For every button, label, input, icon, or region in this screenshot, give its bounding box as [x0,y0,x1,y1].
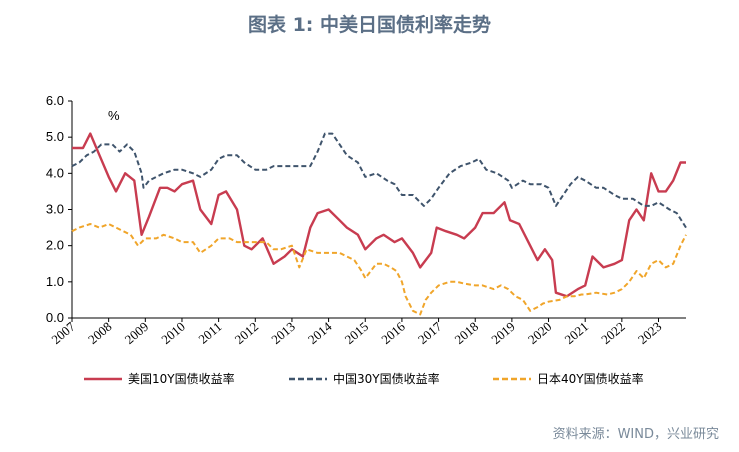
x-tick-label: 2008 [85,319,115,347]
x-tick-label: 2012 [232,319,262,347]
x-tick-label: 2014 [305,318,335,347]
x-tick-label: 2022 [598,319,628,347]
series-line-0 [72,132,686,298]
y-tick-label: 5.0 [46,129,64,144]
x-tick-label: 2019 [488,319,518,347]
y-tick-label: 3.0 [46,202,64,217]
series-line-2 [71,223,687,316]
x-tick-label: 2009 [122,319,152,347]
x-tick-label: 2013 [268,319,298,347]
legend-label-1: 中国30Y国债收益率 [333,371,440,386]
legend-label-0: 美国10Y国债收益率 [128,371,235,386]
legend: 美国10Y国债收益率 中国30Y国债收益率 日本40Y国债收益率 [84,371,644,386]
series-layer [71,132,687,316]
x-tick-label: 2020 [525,319,555,347]
unit-label: % [108,108,120,123]
x-tick-label: 2023 [635,319,665,347]
x-tick-label: 2011 [195,319,224,347]
x-tick-label: 2018 [452,319,482,347]
y-tick-label: 6.0 [46,93,64,108]
x-tick-label: 2015 [342,319,372,347]
y-tick-label: 4.0 [46,165,64,180]
x-tick-label: 2021 [562,319,592,347]
series-line-1 [71,132,687,229]
x-tick-label: 2010 [158,319,188,347]
legend-label-2: 日本40Y国债收益率 [537,371,644,386]
y-tick-label: 2.0 [46,238,64,253]
y-tick-label: 1.0 [46,274,64,289]
x-tick-label: 2016 [378,318,408,347]
x-tick-label: 2017 [415,318,445,347]
y-tick-label: 0.0 [46,310,64,325]
source-note: 资料来源：WIND，兴业研究 [552,427,719,442]
chart-title: 图表 1: 中美日国债利率走势 [247,14,492,36]
